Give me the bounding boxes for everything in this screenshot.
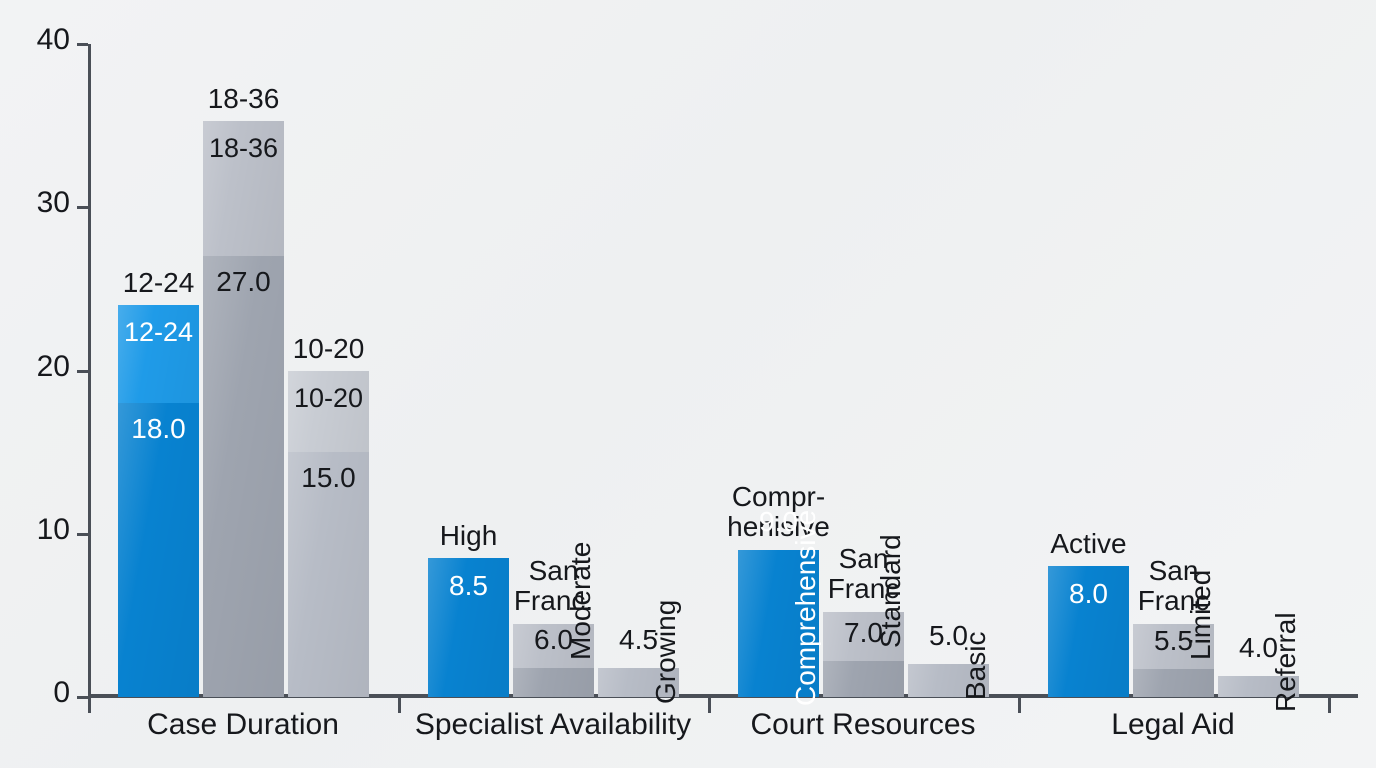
- x-axis-line: [88, 694, 1358, 698]
- x-axis-tick: [88, 698, 91, 713]
- y-axis-tick-label: 40: [36, 23, 70, 56]
- bar-top-label: 10-20: [292, 332, 365, 364]
- bar-value-label: 4.5: [619, 623, 658, 655]
- y-axis-tick: [77, 369, 88, 373]
- x-axis-tick: [1328, 698, 1331, 713]
- bar-top-label: San Franc: [827, 543, 900, 605]
- bar-top-label: 12-24: [122, 267, 195, 299]
- bar-value-label: 5.0: [929, 620, 968, 652]
- bar-value-label: 7.0: [844, 617, 883, 649]
- bar-top-label: Compr- henisive: [727, 481, 830, 543]
- bar-top-label: High: [439, 520, 498, 552]
- bar-top-label: Active: [1050, 528, 1127, 560]
- bar[interactable]: [118, 305, 199, 697]
- bar[interactable]: [203, 120, 284, 697]
- y-axis-tick: [77, 532, 88, 536]
- x-axis-tick: [708, 698, 711, 713]
- x-axis-category-label: Case Duration: [147, 708, 339, 741]
- bar-value-label: 8.5: [449, 570, 488, 602]
- y-axis-tick-label: 10: [36, 512, 70, 546]
- x-axis-category-label: Legal Aid: [1111, 708, 1235, 741]
- y-axis-tick: [77, 206, 88, 210]
- bar-top-label: San Franc.: [513, 554, 594, 616]
- bar-value-label: 27.0: [216, 266, 271, 298]
- x-axis-tick: [398, 698, 401, 713]
- bar-inner-label: 18-36: [208, 132, 279, 163]
- bar-top-label: 18-36: [207, 82, 280, 114]
- bar-value-label: 8.0: [1069, 578, 1108, 610]
- bar[interactable]: [288, 370, 369, 697]
- bar-segment-lower: [203, 256, 284, 697]
- bar-inner-label: 12-24: [123, 317, 194, 348]
- y-axis-tick-label: 30: [36, 186, 70, 220]
- bar-value-label: 5.5: [1154, 625, 1193, 657]
- y-axis-line: [88, 44, 91, 699]
- bar-inner-label: 10-20: [293, 382, 364, 413]
- bar-segment-lower: [823, 661, 904, 697]
- bar-segment-lower: [118, 403, 199, 697]
- y-axis-tick-label: 0: [53, 676, 70, 709]
- y-axis-tick: [77, 696, 88, 699]
- bar-value-label: 9.0: [759, 506, 798, 538]
- x-axis-category-label: Specialist Availability: [414, 708, 692, 741]
- y-axis-tick-label: 20: [36, 349, 70, 383]
- bar-segment-lower: [1133, 669, 1214, 697]
- bar-value-label: 18.0: [131, 413, 186, 445]
- bar-value-label: 4.0: [1239, 631, 1278, 663]
- bar-inner-label: Comprehensive: [789, 509, 821, 707]
- bar-segment-lower: [513, 667, 594, 697]
- y-axis-tick: [77, 43, 88, 46]
- bar-value-label: 15.0: [301, 462, 356, 494]
- bar-value-label: 6.0: [534, 623, 573, 655]
- bar-top-label: San Franc: [1137, 554, 1210, 616]
- x-axis-category-label: Court Resources: [750, 708, 976, 741]
- x-axis-tick: [1018, 698, 1021, 713]
